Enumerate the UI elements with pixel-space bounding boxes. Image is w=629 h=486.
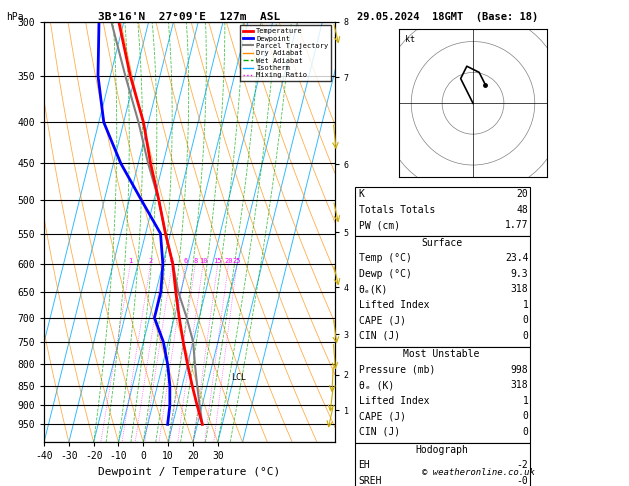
Text: 1: 1	[523, 300, 528, 310]
Text: 9.3: 9.3	[511, 269, 528, 279]
Text: PW (cm): PW (cm)	[359, 220, 399, 230]
Text: kt: kt	[405, 35, 415, 44]
Text: 1: 1	[523, 396, 528, 406]
Text: 8: 8	[193, 258, 198, 264]
Text: 0: 0	[523, 315, 528, 326]
Text: CIN (J): CIN (J)	[359, 331, 399, 341]
Text: Pressure (mb): Pressure (mb)	[359, 364, 435, 375]
X-axis label: Dewpoint / Temperature (°C): Dewpoint / Temperature (°C)	[98, 467, 281, 477]
Text: 318: 318	[511, 380, 528, 390]
Text: 318: 318	[511, 284, 528, 295]
Text: K: K	[359, 189, 364, 199]
Text: θₑ (K): θₑ (K)	[359, 380, 394, 390]
Text: Totals Totals: Totals Totals	[359, 205, 435, 215]
Text: CAPE (J): CAPE (J)	[359, 411, 406, 421]
Text: Temp (°C): Temp (°C)	[359, 253, 411, 263]
Text: 4: 4	[170, 258, 174, 264]
Text: 20: 20	[516, 189, 528, 199]
Text: 6: 6	[184, 258, 187, 264]
Text: 29.05.2024  18GMT  (Base: 18): 29.05.2024 18GMT (Base: 18)	[357, 12, 538, 22]
Text: LCL: LCL	[231, 373, 247, 382]
Text: CAPE (J): CAPE (J)	[359, 315, 406, 326]
Text: 0: 0	[523, 427, 528, 437]
Text: 1.77: 1.77	[505, 220, 528, 230]
Text: Most Unstable: Most Unstable	[403, 349, 480, 359]
Text: Lifted Index: Lifted Index	[359, 396, 429, 406]
Text: 0: 0	[523, 411, 528, 421]
Text: 20: 20	[225, 258, 233, 264]
Text: 25: 25	[233, 258, 242, 264]
Text: Lifted Index: Lifted Index	[359, 300, 429, 310]
Text: 2: 2	[148, 258, 153, 264]
Text: 3B°16'N  27°09'E  127m  ASL: 3B°16'N 27°09'E 127m ASL	[97, 12, 280, 22]
Text: Surface: Surface	[421, 238, 462, 248]
Text: EH: EH	[359, 460, 370, 470]
Text: 15: 15	[213, 258, 222, 264]
Legend: Temperature, Dewpoint, Parcel Trajectory, Dry Adiabat, Wet Adiabat, Isotherm, Mi: Temperature, Dewpoint, Parcel Trajectory…	[240, 25, 331, 81]
Text: Hodograph: Hodograph	[415, 445, 468, 455]
Text: 1: 1	[128, 258, 133, 264]
Text: Dewp (°C): Dewp (°C)	[359, 269, 411, 279]
Text: hPa: hPa	[6, 12, 24, 22]
Text: 998: 998	[511, 364, 528, 375]
Text: 0: 0	[523, 331, 528, 341]
Text: © weatheronline.co.uk: © weatheronline.co.uk	[421, 468, 535, 477]
Text: 23.4: 23.4	[505, 253, 528, 263]
Text: SREH: SREH	[359, 476, 382, 486]
Text: CIN (J): CIN (J)	[359, 427, 399, 437]
Text: θₑ(K): θₑ(K)	[359, 284, 388, 295]
Text: 3: 3	[161, 258, 165, 264]
Text: 10: 10	[199, 258, 208, 264]
Text: 48: 48	[516, 205, 528, 215]
Text: -0: -0	[516, 476, 528, 486]
Text: -2: -2	[516, 460, 528, 470]
